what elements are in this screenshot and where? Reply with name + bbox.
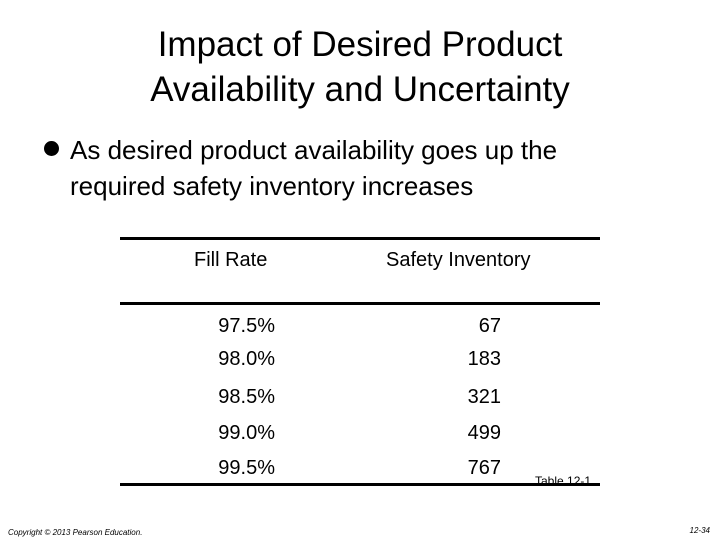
header-safety-inventory: Safety Inventory — [386, 249, 531, 271]
table-bottom-rule — [120, 483, 600, 486]
safety-inventory-cell: 321 — [467, 386, 501, 408]
fill-rate-cell: 98.0% — [218, 348, 275, 370]
safety-inventory-cell: 183 — [467, 348, 501, 370]
safety-inventory-cell: 767 — [467, 457, 501, 479]
slide-title: Impact of Desired Product Availability a… — [0, 22, 720, 112]
header-fill-rate: Fill Rate — [194, 249, 268, 271]
fill-rate-cell: 97.5% — [218, 315, 275, 337]
bullet-dot-icon — [44, 141, 59, 156]
title-line-2: Availability and Uncertainty — [150, 70, 570, 109]
title-line-1: Impact of Desired Product — [157, 25, 563, 64]
table-top-rule — [120, 237, 600, 240]
bullet-line-1: As desired product availability goes up … — [70, 135, 558, 165]
table-header-rule — [120, 302, 600, 305]
fill-rate-cell: 99.0% — [218, 422, 275, 444]
copyright-notice: Copyright © 2013 Pearson Education. — [8, 528, 143, 537]
fill-rate-cell: 99.5% — [218, 457, 275, 479]
bullet-text: As desired product availability goes up … — [70, 132, 557, 204]
fill-rate-cell: 98.5% — [218, 386, 275, 408]
safety-inventory-cell: 67 — [478, 315, 501, 337]
page-number: 12-34 — [689, 526, 710, 535]
safety-inventory-cell: 499 — [467, 422, 501, 444]
bullet-line-2: required safety inventory increases — [70, 171, 474, 201]
table-caption: Table 12-1 — [535, 474, 592, 488]
